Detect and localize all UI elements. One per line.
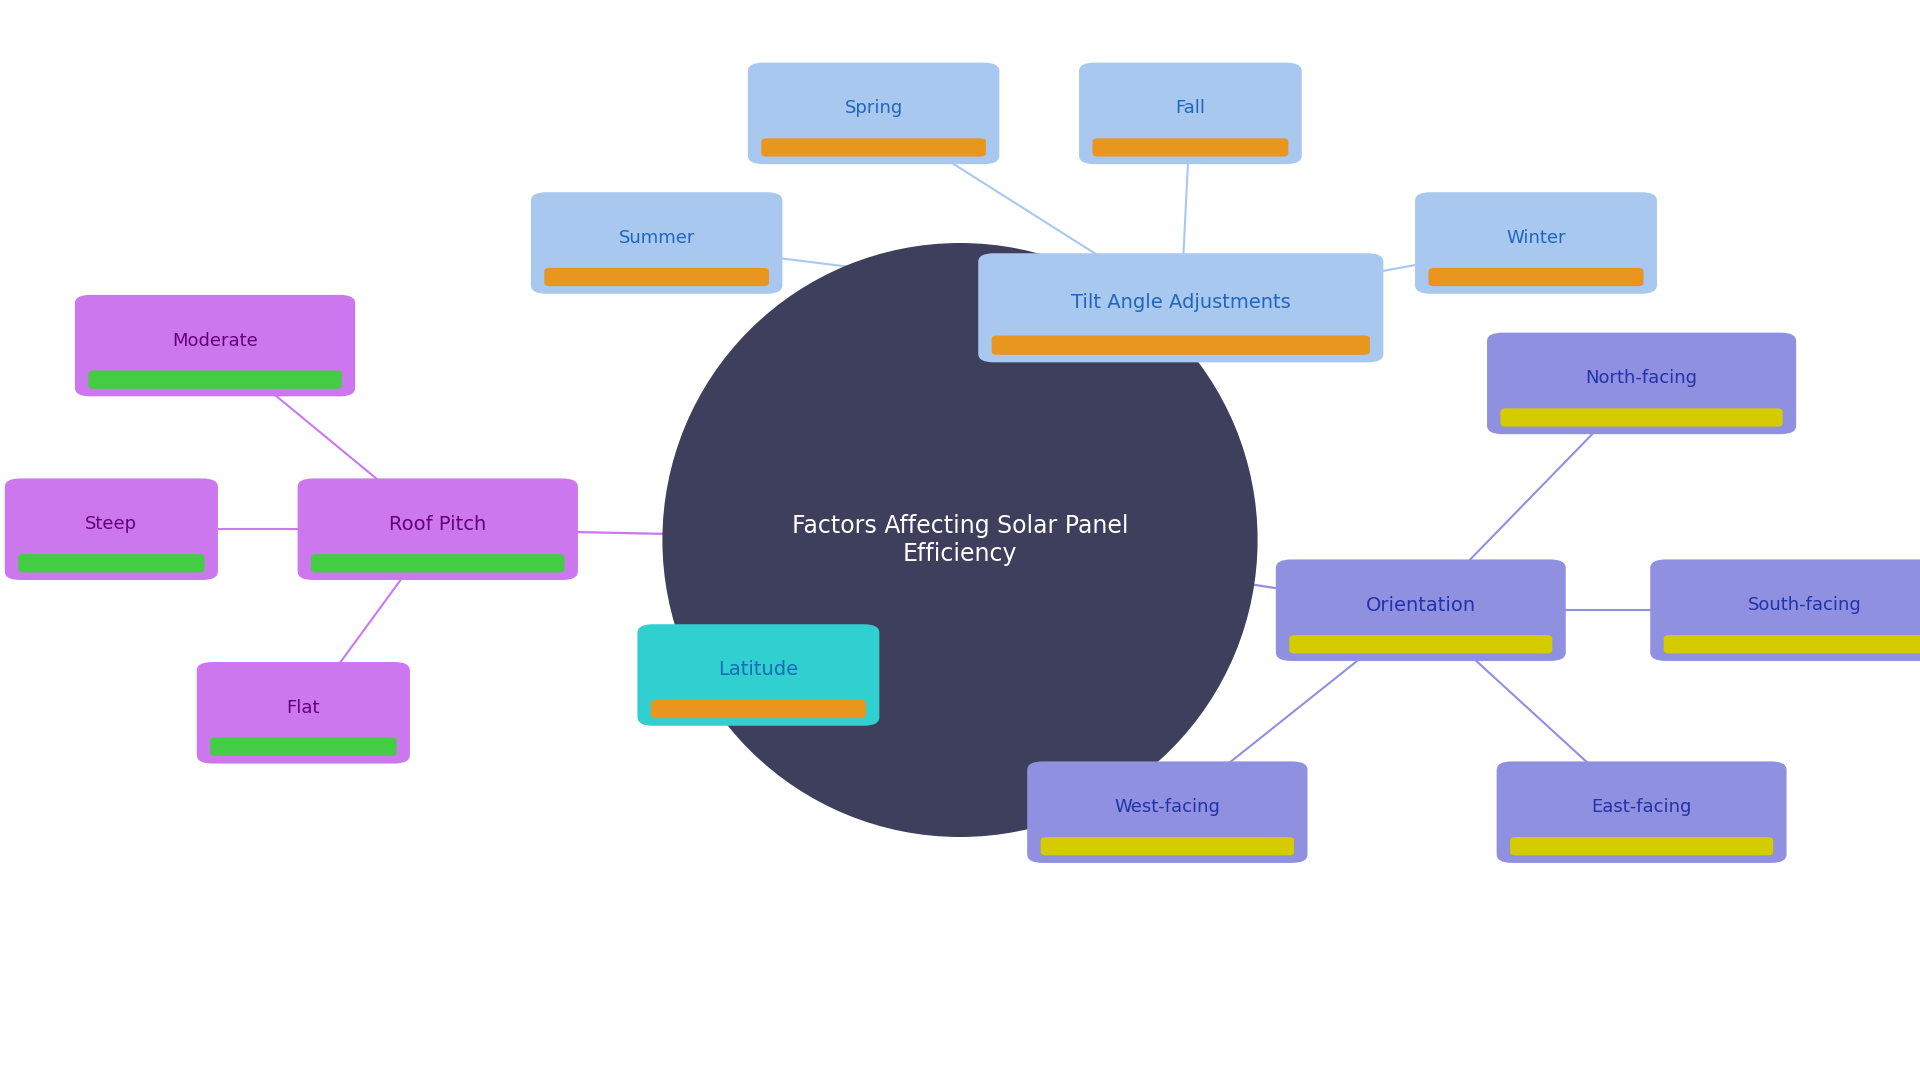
FancyBboxPatch shape xyxy=(6,478,219,580)
FancyBboxPatch shape xyxy=(311,554,564,572)
FancyBboxPatch shape xyxy=(1663,635,1920,653)
FancyBboxPatch shape xyxy=(1275,559,1567,661)
FancyBboxPatch shape xyxy=(1486,333,1797,434)
Text: Flat: Flat xyxy=(286,699,321,717)
Text: Spring: Spring xyxy=(845,99,902,118)
Ellipse shape xyxy=(662,243,1258,837)
Text: South-facing: South-facing xyxy=(1747,596,1862,615)
Text: Summer: Summer xyxy=(618,229,695,247)
Text: Orientation: Orientation xyxy=(1365,596,1476,615)
Text: Winter: Winter xyxy=(1507,229,1565,247)
FancyBboxPatch shape xyxy=(1501,408,1782,427)
FancyBboxPatch shape xyxy=(198,662,411,764)
FancyBboxPatch shape xyxy=(19,554,205,572)
Text: Steep: Steep xyxy=(84,515,138,534)
FancyBboxPatch shape xyxy=(530,192,783,294)
Text: Roof Pitch: Roof Pitch xyxy=(390,515,486,534)
FancyBboxPatch shape xyxy=(1079,63,1302,164)
FancyBboxPatch shape xyxy=(88,370,342,389)
FancyBboxPatch shape xyxy=(1498,761,1786,863)
FancyBboxPatch shape xyxy=(1428,268,1644,286)
FancyBboxPatch shape xyxy=(1092,138,1288,157)
FancyBboxPatch shape xyxy=(1415,192,1657,294)
FancyBboxPatch shape xyxy=(1027,761,1308,863)
FancyBboxPatch shape xyxy=(1041,837,1294,855)
FancyBboxPatch shape xyxy=(298,478,578,580)
FancyBboxPatch shape xyxy=(977,253,1382,363)
FancyBboxPatch shape xyxy=(637,624,879,726)
FancyBboxPatch shape xyxy=(1290,635,1551,653)
FancyBboxPatch shape xyxy=(1649,559,1920,661)
FancyBboxPatch shape xyxy=(760,138,987,157)
FancyBboxPatch shape xyxy=(991,336,1371,354)
Text: Tilt Angle Adjustments: Tilt Angle Adjustments xyxy=(1071,293,1290,312)
FancyBboxPatch shape xyxy=(545,268,768,286)
Text: East-facing: East-facing xyxy=(1592,798,1692,816)
Text: West-facing: West-facing xyxy=(1114,798,1221,816)
Text: Fall: Fall xyxy=(1175,99,1206,118)
FancyBboxPatch shape xyxy=(211,738,397,756)
Text: Latitude: Latitude xyxy=(718,661,799,679)
FancyBboxPatch shape xyxy=(651,700,866,718)
FancyBboxPatch shape xyxy=(75,295,355,396)
Text: Factors Affecting Solar Panel
Efficiency: Factors Affecting Solar Panel Efficiency xyxy=(791,514,1129,566)
FancyBboxPatch shape xyxy=(749,63,998,164)
Text: Moderate: Moderate xyxy=(173,332,257,350)
FancyBboxPatch shape xyxy=(1509,837,1772,855)
Text: North-facing: North-facing xyxy=(1586,369,1697,388)
